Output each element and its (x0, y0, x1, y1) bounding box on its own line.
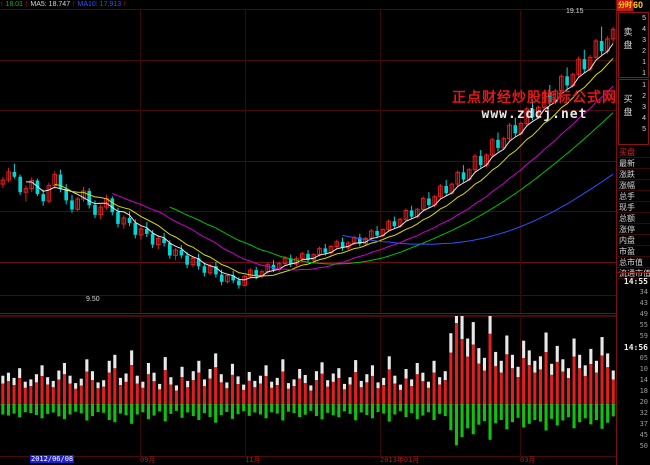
candlestick-series (0, 26, 616, 289)
sell-order-book-label: 卖盘 (623, 28, 633, 51)
tick-second-15: 50 (639, 442, 648, 450)
sell-order-quantities: 5 4 3 2 1 1 (634, 13, 647, 79)
tick-second-7: 05 (639, 354, 648, 362)
tick-second-13: 37 (639, 420, 648, 428)
quote-row-11[interactable]: 流通市值 (618, 269, 650, 279)
price-chart-panel[interactable]: 19.15 9.50 正点财经炒股指标公式网 www.zdcj.net (0, 8, 616, 313)
tick-second-3: 49 (639, 310, 648, 318)
sell-qty-5: 1 (642, 70, 646, 77)
period-badge[interactable]: 分时 60 (617, 0, 650, 11)
chart-header-strip: ↑ 18.01 ↑ MA5: 18.747 ↑ MA10: 17.913 ↑ (0, 0, 616, 9)
date-label-2: 11月 (245, 456, 261, 464)
header-segment-7: 17.913 (99, 1, 124, 8)
tick-time-list[interactable]: 14:55 34 43 49 55 59 14:56 05 10 14 18 20 32 37 45 50 (618, 276, 650, 452)
header-segment-2: ↑ (24, 1, 31, 8)
date-label-0: 2012/06/08 (30, 455, 75, 463)
low-price-label: 9.50 (86, 296, 100, 303)
tick-second-12: 32 (639, 409, 648, 417)
volume-chart-panel[interactable]: 正点财经炒股指标公式网 www.zdcj.net (0, 316, 616, 457)
quote-row-8[interactable]: 内盘 (618, 235, 650, 246)
buy-qty-2: 3 (642, 104, 646, 111)
sell-qty-0: 5 (642, 15, 646, 22)
tick-second-9: 14 (639, 376, 648, 384)
sell-qty-4: 1 (642, 59, 646, 66)
tick-second-14: 45 (639, 431, 648, 439)
quote-row-4[interactable]: 总手 (618, 191, 650, 202)
tick-second-5: 59 (639, 332, 648, 340)
tick-time-0: 14:55 (623, 277, 648, 286)
buy-order-quantities: 1 2 3 4 5 (634, 80, 647, 135)
date-label-4: 03月 (520, 456, 536, 464)
quote-row-9[interactable]: 市盈 (618, 246, 650, 257)
header-segment-3: MA5: (30, 1, 49, 8)
date-label-3: 2013年01月 (380, 456, 420, 464)
quote-row-7[interactable]: 涨停 (618, 224, 650, 235)
sell-qty-1: 4 (642, 26, 646, 33)
tick-second-11: 20 (639, 398, 648, 406)
sidebar-divider (617, 272, 650, 273)
period-badge-value: 60 (633, 0, 644, 10)
period-badge-label: 分时 (617, 0, 633, 11)
tick-second-1: 34 (639, 288, 648, 296)
quote-row-6[interactable]: 总额 (618, 213, 650, 224)
date-label-1: 09月 (140, 456, 156, 464)
sell-order-book[interactable]: 卖盘 5 4 3 2 1 1 (618, 12, 649, 78)
sell-qty-3: 2 (642, 48, 646, 55)
buy-qty-0: 1 (642, 82, 646, 89)
header-segment-1: 18.01 (5, 1, 25, 8)
panel-divider-2 (0, 315, 616, 316)
quote-row-1[interactable]: 最新 (618, 158, 650, 169)
tick-time-6: 14:56 (623, 343, 648, 352)
header-segment-0: ↑ (0, 1, 6, 8)
header-segment-4: 18.747 (48, 1, 73, 8)
quote-field-list[interactable]: 买盘 最新 涨跌 涨幅 总手 现手 总额 涨停 内盘 市盈 总市值 流通市值 (618, 147, 650, 279)
sell-qty-2: 3 (642, 37, 646, 44)
panel-divider (0, 313, 616, 314)
tick-second-2: 43 (639, 299, 648, 307)
buy-order-book[interactable]: 买盘 1 2 3 4 5 (618, 79, 649, 145)
quote-row-2[interactable]: 涨跌 (618, 169, 650, 180)
tick-second-4: 55 (639, 321, 648, 329)
buy-order-book-label: 买盘 (623, 95, 633, 118)
quote-row-5[interactable]: 现手 (618, 202, 650, 213)
quote-row-0[interactable]: 买盘 (618, 147, 650, 158)
date-axis: 2012/06/08 09月 11月 2013年01月 03月 (0, 455, 616, 465)
buy-qty-4: 5 (642, 126, 646, 133)
buy-qty-3: 4 (642, 115, 646, 122)
header-segment-5: ↑ (72, 1, 78, 8)
high-price-label: 19.15 (566, 8, 584, 15)
header-segment-8: ↑ (123, 1, 127, 8)
header-segment-6: MA10: (77, 1, 100, 8)
quote-row-3[interactable]: 涨幅 (618, 180, 650, 191)
volume-series (1, 316, 615, 446)
tick-second-8: 10 (639, 365, 648, 373)
quote-row-10[interactable]: 总市值 (618, 257, 650, 268)
tick-second-10: 18 (639, 387, 648, 395)
buy-qty-1: 2 (642, 93, 646, 100)
